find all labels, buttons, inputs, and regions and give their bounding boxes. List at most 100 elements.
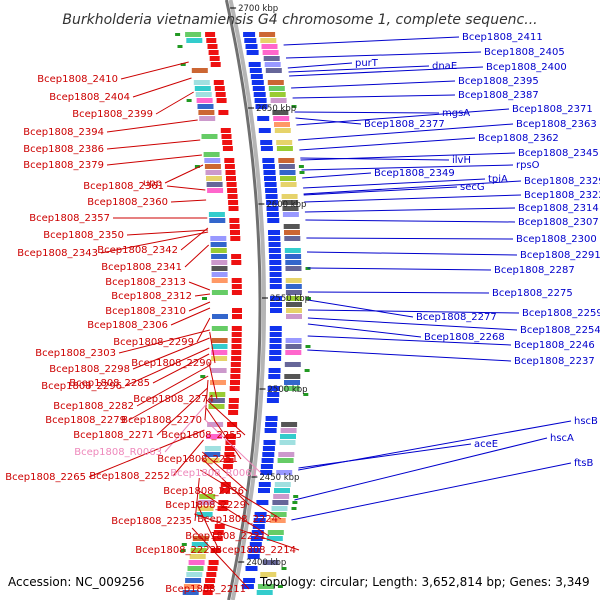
right-gene-label[interactable]: Bcep1808_2371	[512, 104, 593, 115]
left-gene-label[interactable]: Bcep1808_R0061	[170, 468, 258, 479]
right-gene-label[interactable]: Bcep1808_2405	[484, 47, 565, 58]
left-gene-label[interactable]: Bcep1808_2235	[111, 516, 192, 527]
right-gene-label[interactable]: ilvH	[452, 155, 471, 166]
left-gene-label[interactable]: Bcep1808_2296	[41, 381, 122, 392]
left-gene-label[interactable]: Bcep1808_2399	[72, 109, 153, 120]
left-gene-label[interactable]: Bcep1808_2360	[87, 197, 168, 208]
right-gene-label[interactable]: Bcep1808_2291	[520, 250, 600, 261]
right-gene-label[interactable]: Bcep1808_2387	[458, 90, 539, 101]
right-gene-label[interactable]: mgsA	[442, 108, 470, 119]
right-gene-label[interactable]: Bcep1808_2345	[518, 148, 599, 159]
left-gene-label[interactable]: Bcep1808_2252	[89, 471, 170, 482]
left-gene-label[interactable]: Bcep1808_2341	[101, 262, 182, 273]
right-gene-label[interactable]: Bcep1808_2400	[486, 62, 567, 73]
left-gene-label[interactable]: Bcep1808_2312	[111, 291, 192, 302]
left-gene-label[interactable]: Bcep1808_2379	[23, 160, 104, 171]
left-gene-label[interactable]: Bcep1808_2271	[73, 430, 154, 441]
right-gene-label[interactable]: Bcep1808_2237	[514, 356, 595, 367]
right-gene-label[interactable]: tpiA	[488, 174, 508, 185]
right-gene-label[interactable]: Bcep1808_2287	[494, 265, 575, 276]
left-gene-label[interactable]: Bcep1808_2236	[163, 486, 244, 497]
left-gene-label[interactable]: Bcep1808_2342	[97, 245, 178, 256]
right-gene-label[interactable]: Bcep1808_2411	[462, 32, 543, 43]
kbp-label: 2450 kbp	[259, 473, 299, 483]
right-gene-label[interactable]: Bcep1808_2254	[520, 325, 600, 336]
left-gene-label[interactable]: Bcep1808_2224	[197, 514, 278, 525]
feature-block-left	[206, 572, 217, 577]
left-gene-label[interactable]: Bcep1808_2211	[165, 584, 246, 595]
right-gene-label[interactable]: dnaE	[432, 61, 457, 72]
left-gene-label[interactable]: Bcep1808_2282	[53, 401, 134, 412]
left-gene-label[interactable]: Bcep1808_2394	[23, 127, 104, 138]
right-gene-label[interactable]: Bcep1808_2322	[524, 190, 600, 201]
right-gene-label[interactable]: Bcep1808_2362	[478, 133, 559, 144]
left-gene-label[interactable]: Bcep1808_2410	[37, 74, 118, 85]
right-gene-label[interactable]: aceE	[474, 439, 498, 450]
right-gene-label[interactable]: Bcep1808_2377	[364, 119, 445, 130]
left-gene-label[interactable]: Bcep1808_2310	[105, 306, 186, 317]
left-gene-label[interactable]: upp	[143, 178, 162, 189]
right-gene-label[interactable]: Bcep1808_2246	[514, 340, 595, 351]
feature-block-left	[224, 164, 235, 169]
feature-block-left-cog	[211, 254, 228, 259]
left-gene-label[interactable]: Bcep1808_2214	[215, 545, 296, 556]
feature-block-right-cog	[278, 164, 295, 169]
feature-block-right	[247, 554, 260, 559]
left-gene-label[interactable]: Bcep1808_2251	[157, 454, 238, 465]
right-gene-label[interactable]: Bcep1808_2395	[458, 76, 539, 87]
left-gene-label[interactable]: Bcep1808_2306	[87, 320, 168, 331]
left-gene-label[interactable]: Bcep1808_R0063	[74, 447, 162, 458]
right-gene-label[interactable]: Bcep1808_2314	[518, 203, 599, 214]
feature-block-right-cog	[283, 386, 300, 391]
left-gene-label[interactable]: Bcep1808_2290	[131, 358, 212, 369]
feature-block-left-cog	[208, 398, 225, 403]
left-gene-label[interactable]: Bcep1808_2303	[35, 348, 116, 359]
right-gene-label[interactable]: Bcep1808_2349	[374, 168, 455, 179]
left-gene-label[interactable]: Bcep1808_2221	[185, 531, 266, 542]
left-gene-label[interactable]: Bcep1808_2350	[43, 230, 124, 241]
left-gene-label[interactable]: Bcep1808_2229	[165, 500, 246, 511]
left-gene-label[interactable]: Bcep1808_2313	[105, 277, 186, 288]
left-gene-label[interactable]: Bcep1808_2357	[29, 213, 110, 224]
left-gene-label[interactable]: Bcep1808_2279	[45, 415, 126, 426]
right-gene-label[interactable]: secG	[460, 182, 485, 193]
left-gene-label[interactable]: Bcep1808_2285	[69, 378, 150, 389]
right-gene-label[interactable]: Bcep1808_2300	[516, 234, 597, 245]
left-leader-line	[199, 469, 282, 520]
feature-block-left	[230, 230, 240, 235]
right-gene-label[interactable]: Bcep1808_2307	[518, 217, 599, 228]
left-gene-label[interactable]: Bcep1808_2270	[121, 415, 202, 426]
feature-block-right	[269, 278, 282, 283]
right-gene-label[interactable]: hscB	[574, 416, 598, 427]
left-gene-label[interactable]: Bcep1808_2298	[49, 364, 130, 375]
right-gene-label[interactable]: Bcep1808_2259	[522, 308, 600, 319]
left-gene-label[interactable]: Bcep1808_2274	[133, 394, 214, 405]
right-gene-label[interactable]: Bcep1808_2268	[424, 332, 505, 343]
left-leader-line	[196, 317, 211, 343]
right-gene-label[interactable]: rpsO	[516, 160, 540, 171]
left-gene-label[interactable]: Bcep1808_2343	[17, 248, 98, 259]
left-gene-label[interactable]: Bcep1808_2223	[135, 545, 216, 556]
feature-block-left	[208, 50, 219, 55]
right-gene-label[interactable]: Bcep1808_2277	[416, 312, 497, 323]
feature-block-left-cog	[191, 542, 208, 547]
right-gene-label[interactable]: Bcep1808_2363	[516, 119, 597, 130]
left-gene-label[interactable]: Bcep1808_2255	[161, 430, 242, 441]
feature-block-right-cog	[281, 422, 298, 427]
feature-tick-green	[298, 165, 304, 168]
right-gene-label[interactable]: hscA	[550, 433, 574, 444]
left-leader-line	[205, 407, 242, 460]
left-gene-label[interactable]: Bcep1808_2386	[23, 144, 104, 155]
right-gene-label[interactable]: ftsB	[574, 458, 593, 469]
feature-block-right	[256, 500, 269, 505]
left-gene-label[interactable]: Bcep1808_2361	[83, 181, 164, 192]
right-gene-label[interactable]: purT	[355, 58, 379, 69]
right-gene-label[interactable]: Bcep1808_2275	[492, 288, 573, 299]
feature-block-left	[227, 188, 238, 193]
right-gene-label[interactable]: Bcep1808_2329	[524, 176, 600, 187]
feature-block-right	[260, 146, 273, 151]
left-gene-label[interactable]: Bcep1808_2299	[113, 337, 194, 348]
left-gene-label[interactable]: Bcep1808_2265	[5, 472, 86, 483]
left-gene-label[interactable]: Bcep1808_2404	[49, 92, 130, 103]
